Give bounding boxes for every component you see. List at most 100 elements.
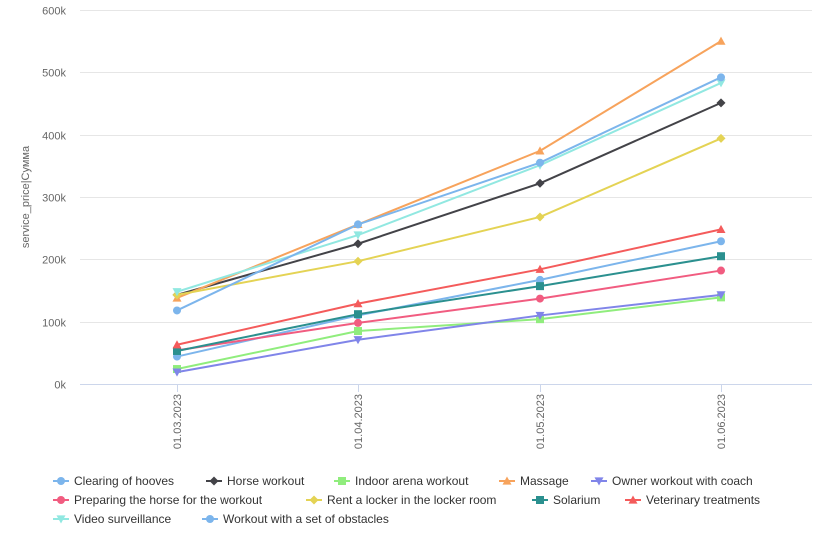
- data-point: [716, 98, 726, 108]
- data-point: [535, 311, 545, 320]
- data-point: [536, 294, 544, 303]
- series-line: [176, 293, 722, 374]
- data-point: [716, 291, 726, 300]
- series-7: [173, 252, 725, 355]
- y-tick-label: 400k: [42, 131, 66, 143]
- data-point: [172, 340, 182, 349]
- data-point: [353, 256, 363, 266]
- series-line: [176, 296, 722, 371]
- legend-symbol: [56, 515, 66, 524]
- data-point: [353, 231, 363, 240]
- data-point: [354, 318, 362, 327]
- legend-item[interactable]: Horse workout: [206, 474, 305, 488]
- data-point: [716, 133, 726, 143]
- legend-symbol: [628, 495, 638, 504]
- legend-label: Owner workout with coach: [612, 474, 753, 488]
- legend-item[interactable]: Preparing the horse for the workout: [53, 493, 263, 507]
- data-point: [716, 36, 726, 45]
- series-layer: [172, 36, 726, 377]
- legend-item[interactable]: Clearing of hooves: [53, 474, 174, 488]
- legend[interactable]: Clearing of hooves Horse workout Indoor ar…: [53, 474, 760, 526]
- x-tick-label: 01.04.2023: [353, 394, 365, 449]
- series-line: [176, 240, 722, 358]
- legend-symbol: [206, 515, 214, 523]
- legend-label: Veterinary treatments: [646, 493, 760, 507]
- data-point: [354, 220, 362, 229]
- legend-item[interactable]: Owner workout with coach: [591, 474, 753, 488]
- legend-symbol: [502, 476, 512, 485]
- legend-item[interactable]: Massage: [499, 474, 569, 488]
- legend-label: Preparing the horse for the workout: [74, 493, 263, 507]
- data-point: [353, 336, 363, 345]
- legend-symbol: [309, 495, 319, 505]
- series-line: [176, 228, 722, 346]
- y-tick-label: 600k: [42, 6, 66, 18]
- data-point: [535, 146, 545, 155]
- legend-symbol: [338, 477, 346, 485]
- axis-layer: 0k 100k 200k 300k 400k 500k 600k 01.03.2023 01.0…: [42, 6, 812, 449]
- series-line: [176, 137, 722, 296]
- data-point: [354, 310, 362, 319]
- legend-label: Clearing of hooves: [74, 474, 174, 488]
- series-line: [176, 269, 722, 352]
- x-tick-label: 01.06.2023: [716, 394, 728, 449]
- data-point: [172, 368, 182, 377]
- legend-symbol: [57, 477, 65, 485]
- legend-item[interactable]: Workout with a set of obstacles: [202, 512, 389, 526]
- legend-label: Workout with a set of obstacles: [223, 512, 389, 526]
- series-2: [173, 293, 725, 374]
- data-point: [172, 288, 182, 297]
- data-point: [716, 224, 726, 234]
- data-point: [717, 252, 725, 261]
- legend-symbol: [57, 496, 65, 504]
- series-line: [176, 101, 722, 296]
- series-8: [172, 224, 726, 349]
- data-point: [535, 178, 545, 188]
- legend-label: Horse workout: [227, 474, 305, 488]
- data-point: [353, 299, 363, 308]
- data-point: [173, 346, 181, 355]
- legend-symbol: [594, 477, 604, 486]
- series-line: [176, 81, 722, 293]
- legend-label: Rent a locker in the locker room: [327, 493, 496, 507]
- legend-label: Video surveillance: [74, 512, 171, 526]
- data-point: [536, 275, 544, 284]
- legend-symbol: [536, 496, 544, 504]
- data-point: [535, 264, 545, 273]
- legend-item[interactable]: Rent a locker in the locker room: [306, 493, 496, 507]
- legend-symbol: [209, 476, 219, 486]
- x-tick-label: 01.03.2023: [172, 394, 184, 449]
- y-tick-label: 300k: [42, 193, 66, 205]
- grid-layer: [80, 10, 812, 323]
- y-axis-title: service_price|Сумма: [20, 145, 32, 248]
- x-tick-label: 01.05.2023: [535, 394, 547, 449]
- legend-item[interactable]: Veterinary treatments: [625, 493, 760, 507]
- y-tick-label: 500k: [42, 68, 66, 80]
- data-point: [717, 266, 725, 275]
- series-6: [172, 133, 726, 300]
- data-point: [353, 239, 363, 249]
- legend-label: Indoor arena workout: [355, 474, 469, 488]
- legend-item[interactable]: Solarium: [532, 493, 600, 507]
- series-4: [172, 291, 726, 377]
- series-line: [176, 40, 722, 299]
- legend-label: Massage: [520, 474, 569, 488]
- legend-label: Solarium: [553, 493, 600, 507]
- data-point: [536, 158, 544, 167]
- data-point: [173, 306, 181, 315]
- data-point: [717, 73, 725, 82]
- legend-item[interactable]: Indoor arena workout: [334, 474, 469, 488]
- series-0: [173, 237, 725, 361]
- data-point: [716, 79, 726, 88]
- data-point: [354, 327, 362, 336]
- data-point: [536, 282, 544, 291]
- series-10: [173, 73, 725, 315]
- y-tick-label: 200k: [42, 255, 66, 267]
- legend-item[interactable]: Video surveillance: [53, 512, 171, 526]
- data-point: [717, 237, 725, 246]
- data-point: [535, 212, 545, 222]
- series-line: [176, 76, 722, 312]
- series-line: [176, 255, 722, 352]
